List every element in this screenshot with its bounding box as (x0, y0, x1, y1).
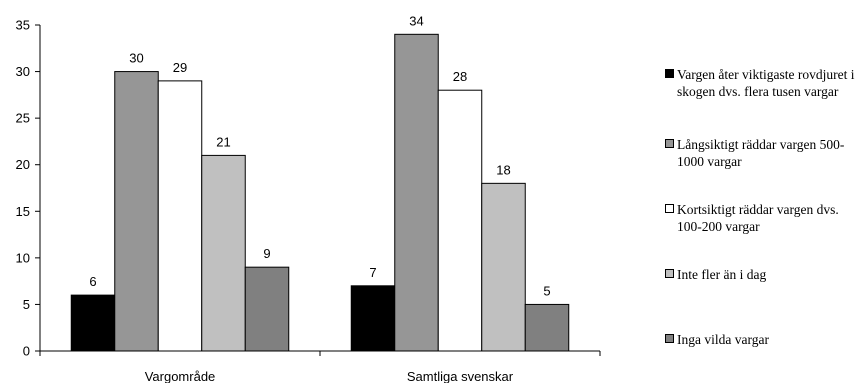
y-tick-label: 35 (16, 18, 30, 33)
bar-value-label: 21 (216, 134, 230, 149)
y-tick-label: 20 (16, 157, 30, 172)
chart-legend: Vargen åter viktigaste rovdjuret i skoge… (665, 0, 858, 383)
y-tick-label: 10 (16, 250, 30, 265)
bar-value-label: 18 (496, 162, 510, 177)
legend-label: Kortsiktigt räddar vargen dvs. 100-200 v… (677, 202, 839, 234)
bar (350, 285, 396, 352)
category-label-group: Vargområde Samtliga svenskar (145, 369, 514, 383)
y-tick-label: 5 (23, 297, 30, 312)
bar (244, 266, 290, 352)
legend-label: Inte fler än i dag (677, 267, 767, 282)
bar-value-label: 28 (453, 69, 467, 84)
y-axis-ticks: 0 5 10 15 20 25 30 35 (16, 18, 40, 359)
legend-swatch (665, 139, 674, 148)
category-label: Samtliga svenskar (407, 369, 514, 383)
y-tick-label: 0 (23, 344, 30, 359)
bar (481, 182, 526, 352)
legend-label: Inga vilda vargar (677, 332, 769, 347)
category-label: Vargområde (145, 369, 216, 383)
bar-series-group (70, 33, 570, 352)
x-axis-ticks (39, 351, 601, 356)
bar (394, 33, 439, 352)
bar (524, 303, 570, 352)
legend-swatch (665, 269, 674, 278)
bar-value-label: 6 (89, 274, 96, 289)
bar (70, 294, 116, 352)
legend-swatch (665, 334, 674, 343)
legend-label: Långsiktigt räddar vargen 500-1000 varga… (677, 137, 845, 169)
bar-value-label: 29 (173, 60, 187, 75)
y-tick-label: 25 (16, 111, 30, 126)
bar-value-label: 9 (263, 246, 270, 261)
bar-value-label: 30 (129, 51, 143, 66)
y-tick-label: 30 (16, 64, 30, 79)
legend-swatch (665, 204, 674, 213)
bar (114, 71, 159, 352)
bar (201, 154, 246, 352)
bar-value-label: 5 (543, 283, 550, 298)
legend-swatch (665, 69, 674, 78)
bar-value-label: 34 (409, 13, 423, 28)
bar (157, 80, 203, 352)
y-tick-label: 15 (16, 204, 30, 219)
bar-value-label: 7 (369, 265, 376, 280)
legend-label: Vargen åter viktigaste rovdjuret i skoge… (677, 67, 855, 99)
data-label-group: 6 30 29 21 9 7 34 28 18 5 (89, 13, 550, 298)
bar (437, 89, 483, 352)
